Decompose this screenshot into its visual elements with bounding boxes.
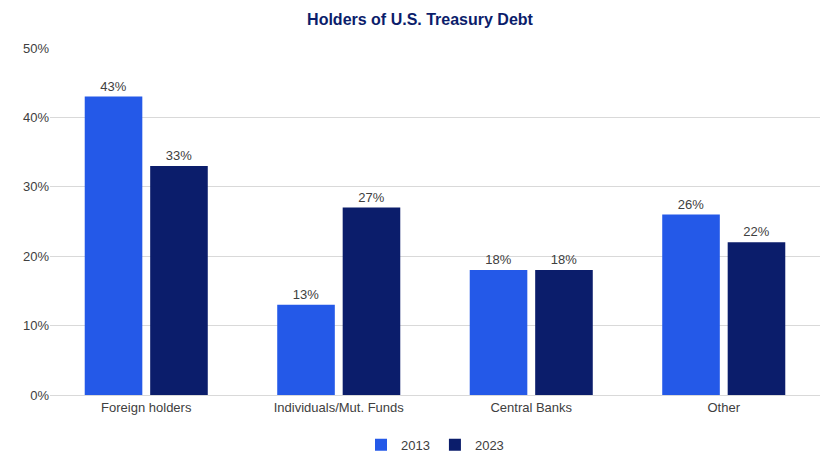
svg-text:0%: 0%	[30, 388, 49, 403]
svg-text:26%: 26%	[678, 197, 704, 212]
svg-text:Central Banks: Central Banks	[490, 400, 572, 415]
svg-text:18%: 18%	[485, 252, 511, 267]
svg-text:30%: 30%	[23, 179, 49, 194]
svg-text:20%: 20%	[23, 249, 49, 264]
svg-text:43%: 43%	[100, 79, 126, 94]
svg-text:13%: 13%	[293, 287, 319, 302]
svg-text:18%: 18%	[551, 252, 577, 267]
svg-text:Other: Other	[707, 400, 740, 415]
svg-text:33%: 33%	[166, 148, 192, 163]
svg-text:2023: 2023	[475, 438, 504, 453]
svg-text:Holders of U.S. Treasury Debt: Holders of U.S. Treasury Debt	[307, 11, 534, 28]
svg-text:Foreign holders: Foreign holders	[101, 400, 192, 415]
svg-text:22%: 22%	[743, 224, 769, 239]
svg-text:27%: 27%	[358, 190, 384, 205]
svg-text:40%: 40%	[23, 110, 49, 125]
svg-text:Individuals/Mut. Funds: Individuals/Mut. Funds	[274, 400, 405, 415]
svg-text:10%: 10%	[23, 318, 49, 333]
svg-text:2013: 2013	[401, 438, 430, 453]
svg-text:50%: 50%	[23, 41, 49, 56]
